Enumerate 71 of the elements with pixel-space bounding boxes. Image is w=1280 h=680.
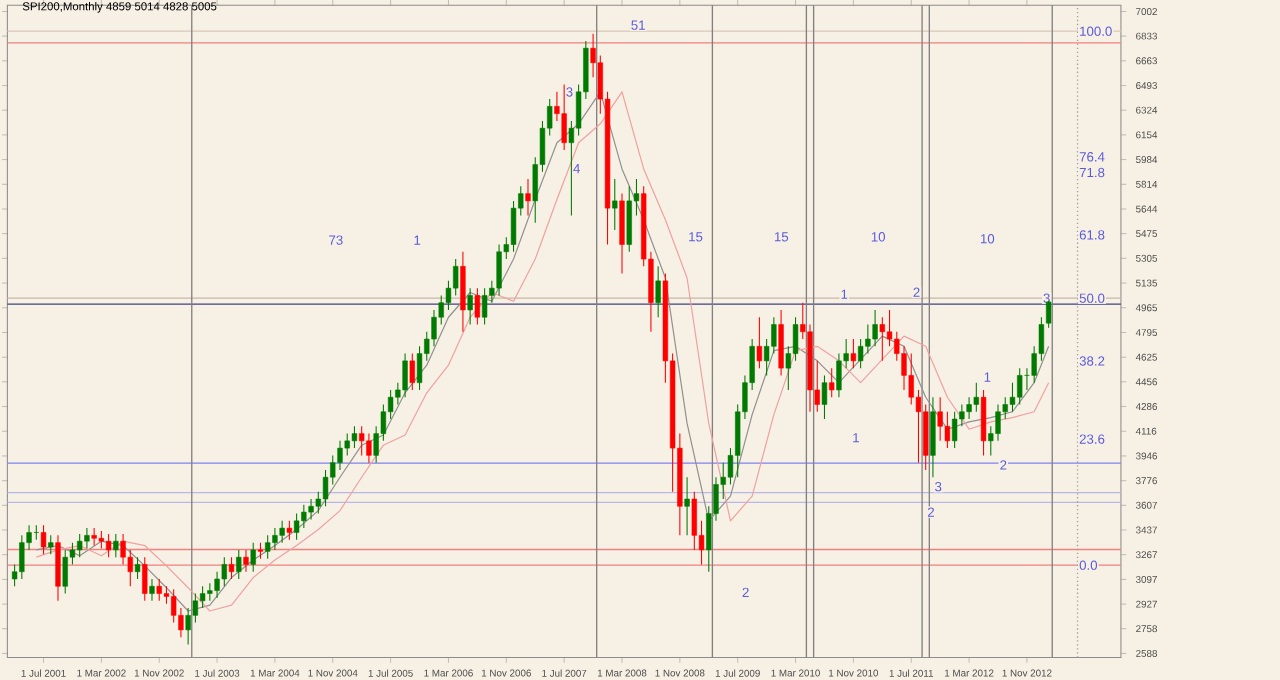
candlestick bbox=[612, 178, 618, 231]
candlestick bbox=[149, 578, 155, 602]
candlestick bbox=[850, 338, 857, 369]
candlestick bbox=[901, 345, 907, 391]
candlestick bbox=[496, 243, 502, 296]
candlestick bbox=[134, 556, 141, 580]
candlestick bbox=[872, 309, 878, 347]
candlestick bbox=[265, 534, 271, 560]
candlestick bbox=[293, 512, 300, 541]
candlestick bbox=[409, 353, 415, 391]
candlestick bbox=[966, 396, 972, 420]
candlestick bbox=[243, 549, 249, 573]
candlestick bbox=[908, 353, 914, 405]
candlestick bbox=[199, 585, 206, 609]
candlestick bbox=[33, 524, 39, 541]
candlestick bbox=[105, 533, 112, 558]
candlestick bbox=[55, 534, 61, 602]
candlestick bbox=[980, 389, 987, 456]
candlestick bbox=[48, 534, 54, 555]
candlestick bbox=[142, 556, 148, 602]
candlestick bbox=[879, 316, 885, 362]
candlestick bbox=[286, 520, 293, 541]
candlestick bbox=[228, 556, 235, 580]
candlestick bbox=[120, 533, 126, 565]
candlestick bbox=[453, 258, 459, 296]
candlestick bbox=[351, 425, 358, 449]
candlestick bbox=[359, 425, 365, 456]
candlestick bbox=[301, 504, 307, 529]
candlestick bbox=[481, 287, 488, 325]
candlestick bbox=[1017, 367, 1023, 405]
candlestick bbox=[185, 607, 191, 645]
candlestick bbox=[561, 83, 567, 151]
candlestick bbox=[923, 403, 929, 471]
candlestick bbox=[402, 353, 408, 398]
candlestick bbox=[684, 476, 690, 536]
candlestick bbox=[930, 396, 936, 478]
candlestick bbox=[951, 411, 958, 449]
candlestick bbox=[995, 403, 1001, 442]
candlestick bbox=[467, 287, 473, 325]
candlestick bbox=[250, 542, 256, 573]
candlestick bbox=[474, 287, 481, 325]
candlestick bbox=[836, 353, 842, 398]
candlestick bbox=[691, 491, 697, 551]
candlestick bbox=[62, 549, 68, 595]
candlestick bbox=[619, 193, 625, 275]
candlestick bbox=[113, 533, 119, 558]
candlestick bbox=[337, 440, 343, 471]
candlestick bbox=[156, 578, 162, 602]
candlestick bbox=[460, 251, 466, 333]
candlestick bbox=[626, 185, 632, 253]
candlestick bbox=[91, 527, 97, 547]
candlestick bbox=[655, 265, 661, 318]
candlestick bbox=[366, 433, 372, 464]
candlestick bbox=[308, 498, 314, 520]
candlestick bbox=[77, 533, 83, 558]
candlestick bbox=[431, 309, 437, 347]
candlestick bbox=[771, 316, 777, 355]
candlestick bbox=[829, 367, 835, 398]
candlestick bbox=[937, 396, 943, 442]
candlestick bbox=[756, 316, 763, 369]
candlestick bbox=[84, 527, 90, 549]
candlestick bbox=[40, 524, 47, 555]
candlestick bbox=[214, 571, 220, 599]
candlestick bbox=[525, 178, 531, 216]
candlestick bbox=[279, 520, 285, 544]
candlestick bbox=[821, 374, 828, 420]
candlestick bbox=[973, 382, 979, 413]
candlestick bbox=[792, 316, 799, 362]
candlestick bbox=[778, 309, 784, 376]
candlestick bbox=[236, 549, 242, 580]
candlestick bbox=[272, 527, 278, 551]
